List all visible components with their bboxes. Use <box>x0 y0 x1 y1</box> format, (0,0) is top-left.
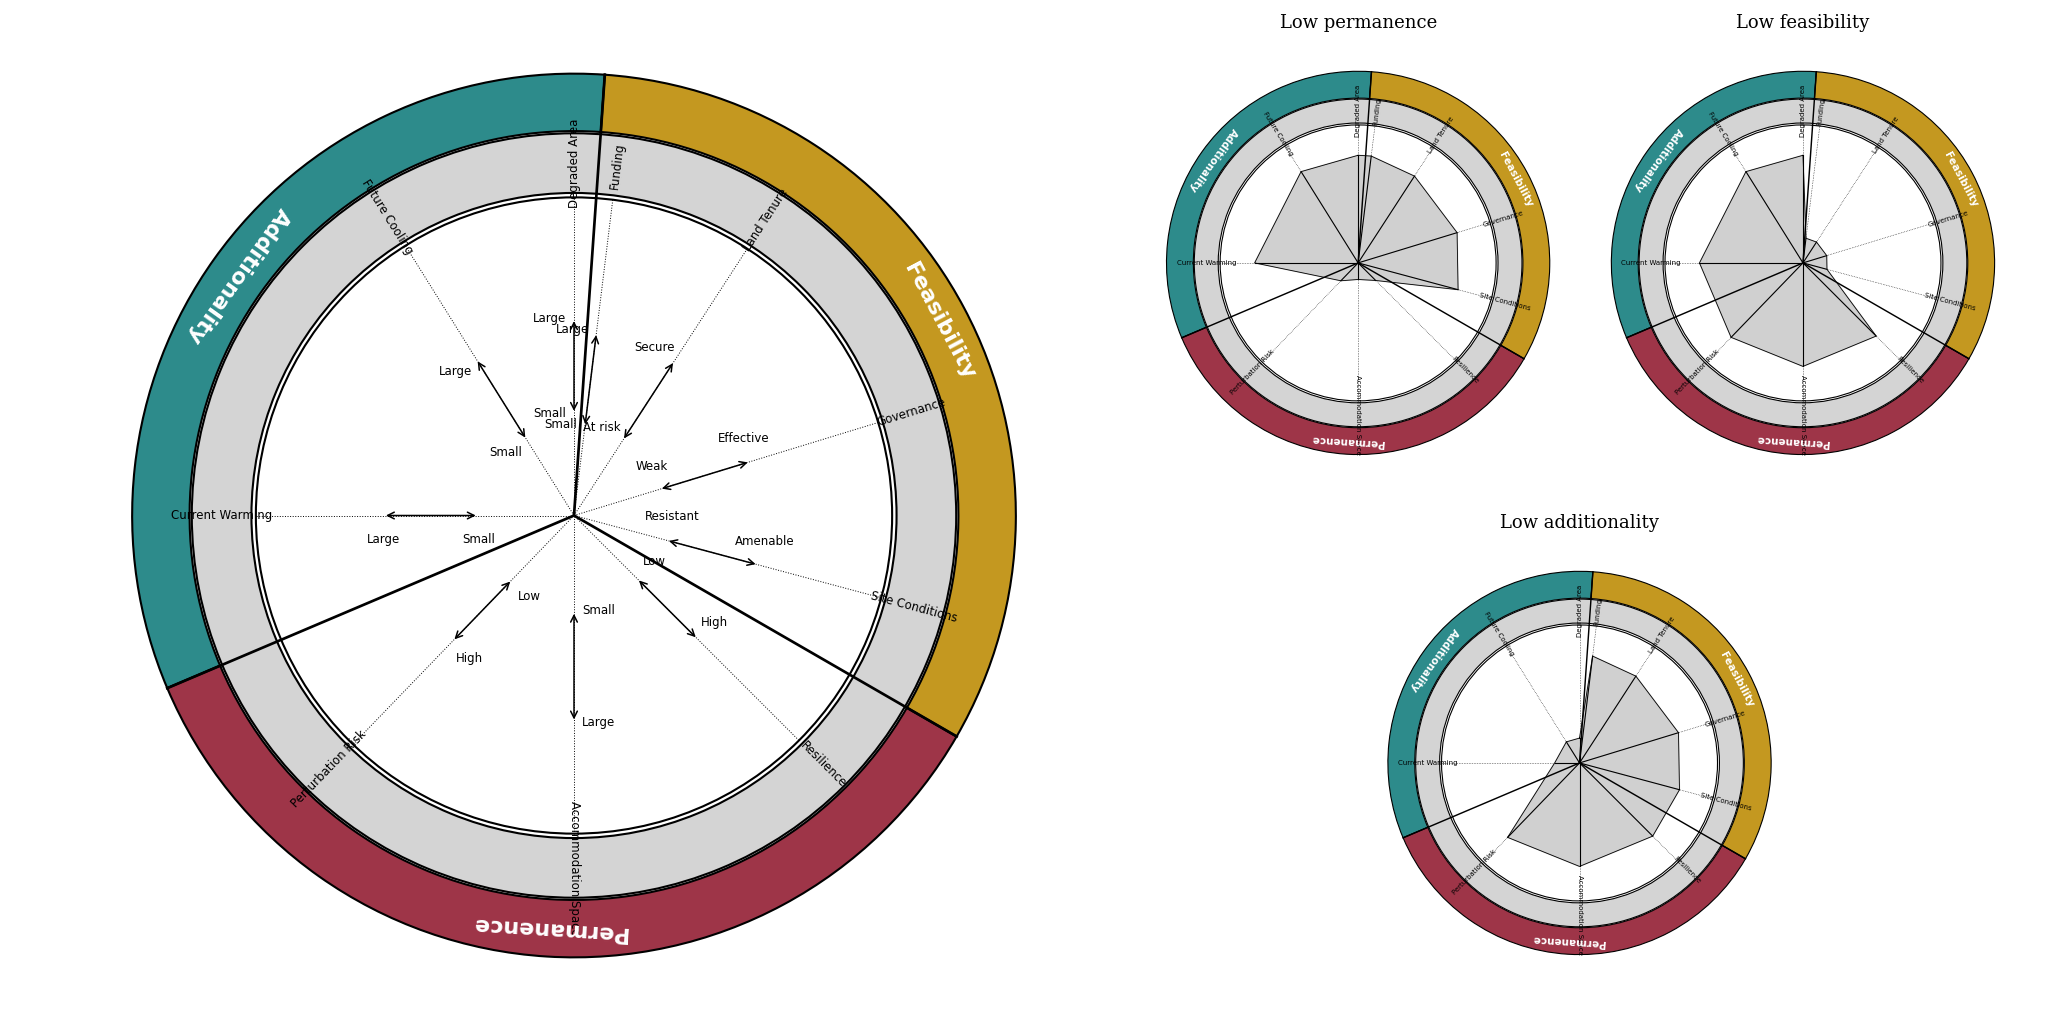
Text: Land Tenure: Land Tenure <box>1872 117 1900 155</box>
Text: Resilience: Resilience <box>797 739 849 791</box>
Text: Degraded Area: Degraded Area <box>1800 85 1806 137</box>
Text: Resilience: Resilience <box>1673 856 1702 885</box>
Text: Secure: Secure <box>633 341 674 354</box>
Circle shape <box>1220 125 1496 401</box>
Text: Land Tenure: Land Tenure <box>1648 617 1677 655</box>
Wedge shape <box>1166 71 1371 338</box>
Text: Funding: Funding <box>607 141 625 190</box>
Wedge shape <box>601 74 1017 736</box>
Text: Accommodation Space: Accommodation Space <box>568 800 580 935</box>
Text: Current Warming: Current Warming <box>1398 760 1458 766</box>
Text: At risk: At risk <box>584 421 621 434</box>
Text: Site Conditions: Site Conditions <box>1478 293 1531 312</box>
Text: Degraded Area: Degraded Area <box>1576 585 1583 637</box>
Text: Site Conditions: Site Conditions <box>1699 793 1753 812</box>
Text: Additionality: Additionality <box>1187 126 1238 193</box>
Text: Effective: Effective <box>718 432 769 444</box>
Wedge shape <box>168 666 957 958</box>
Text: Site Conditions: Site Conditions <box>869 589 959 625</box>
Text: Resistant: Resistant <box>646 510 699 523</box>
Text: Small: Small <box>533 407 566 421</box>
Text: Perturbation Risk: Perturbation Risk <box>1230 348 1275 396</box>
Text: Permanence: Permanence <box>469 913 627 942</box>
Text: Large: Large <box>556 323 588 336</box>
Text: Small: Small <box>490 446 523 460</box>
Text: Feasibility: Feasibility <box>1496 151 1533 208</box>
Text: Perturbation Risk: Perturbation Risk <box>289 728 369 810</box>
Title: Low feasibility: Low feasibility <box>1736 14 1870 32</box>
Text: Current Warming: Current Warming <box>170 509 273 522</box>
Text: Degraded Area: Degraded Area <box>568 119 580 208</box>
Text: Future Cooling: Future Cooling <box>1261 111 1294 157</box>
Text: Accommodation Space: Accommodation Space <box>1576 875 1583 955</box>
Wedge shape <box>1195 99 1521 427</box>
Text: Additionality: Additionality <box>182 204 293 347</box>
Text: Small: Small <box>582 604 615 618</box>
Wedge shape <box>1626 327 1968 455</box>
Polygon shape <box>1507 656 1679 866</box>
Wedge shape <box>1417 599 1742 927</box>
Text: Accommodation Space: Accommodation Space <box>1800 375 1806 455</box>
Text: Resilience: Resilience <box>1451 356 1480 385</box>
Text: Future Cooling: Future Cooling <box>359 177 416 257</box>
Wedge shape <box>1369 72 1550 359</box>
Text: Resilience: Resilience <box>1896 356 1925 385</box>
Text: Governance: Governance <box>875 396 947 429</box>
Wedge shape <box>1611 71 1816 338</box>
Text: Large: Large <box>439 365 472 378</box>
Text: Governance: Governance <box>1482 209 1525 228</box>
Text: Governance: Governance <box>1927 209 1970 228</box>
Text: Current Warming: Current Warming <box>1622 260 1681 266</box>
Text: Funding: Funding <box>1816 98 1827 127</box>
Text: Permanence: Permanence <box>1531 934 1605 949</box>
Text: Low: Low <box>519 590 541 603</box>
Title: Low permanence: Low permanence <box>1279 14 1437 32</box>
Text: Large: Large <box>367 533 400 546</box>
Wedge shape <box>1814 72 1995 359</box>
Text: Future Cooling: Future Cooling <box>1482 611 1515 657</box>
Text: Land Tenure: Land Tenure <box>740 187 791 254</box>
Wedge shape <box>1402 827 1745 955</box>
Text: Site Conditions: Site Conditions <box>1923 293 1976 312</box>
Text: Permanence: Permanence <box>1310 434 1384 448</box>
Text: High: High <box>701 616 728 629</box>
Polygon shape <box>1699 156 1876 366</box>
Text: Small: Small <box>461 533 494 546</box>
Text: Low: Low <box>642 555 666 568</box>
Circle shape <box>256 197 892 834</box>
Text: Future Cooling: Future Cooling <box>1706 111 1738 157</box>
Wedge shape <box>1181 327 1523 455</box>
Text: Feasibility: Feasibility <box>1941 151 1978 208</box>
Text: Additionality: Additionality <box>1632 126 1683 193</box>
Text: High: High <box>457 652 484 665</box>
Text: Large: Large <box>533 311 566 325</box>
Circle shape <box>1665 125 1941 401</box>
Text: Funding: Funding <box>1593 598 1603 627</box>
Polygon shape <box>1255 156 1458 290</box>
Wedge shape <box>193 133 955 898</box>
Text: Additionality: Additionality <box>1408 626 1460 693</box>
Text: Amenable: Amenable <box>734 535 795 547</box>
Wedge shape <box>1591 572 1771 859</box>
Text: Governance: Governance <box>1704 709 1747 728</box>
Circle shape <box>1441 625 1718 901</box>
Text: Permanence: Permanence <box>1755 434 1829 448</box>
Wedge shape <box>1640 99 1966 427</box>
Text: Weak: Weak <box>636 460 668 473</box>
Text: Large: Large <box>582 716 615 729</box>
Wedge shape <box>1388 571 1593 838</box>
Wedge shape <box>131 73 605 688</box>
Text: Feasibility: Feasibility <box>900 260 978 384</box>
Text: Perturbation Risk: Perturbation Risk <box>1675 348 1720 396</box>
Text: Perturbation Risk: Perturbation Risk <box>1451 849 1496 896</box>
Text: Feasibility: Feasibility <box>1718 651 1755 708</box>
Title: Low additionality: Low additionality <box>1501 514 1658 532</box>
Text: Current Warming: Current Warming <box>1177 260 1236 266</box>
Text: Accommodation Space: Accommodation Space <box>1355 375 1361 455</box>
Text: Small: Small <box>545 418 578 431</box>
Text: Funding: Funding <box>1371 98 1382 127</box>
Text: Degraded Area: Degraded Area <box>1355 85 1361 137</box>
Text: Land Tenure: Land Tenure <box>1427 117 1456 155</box>
